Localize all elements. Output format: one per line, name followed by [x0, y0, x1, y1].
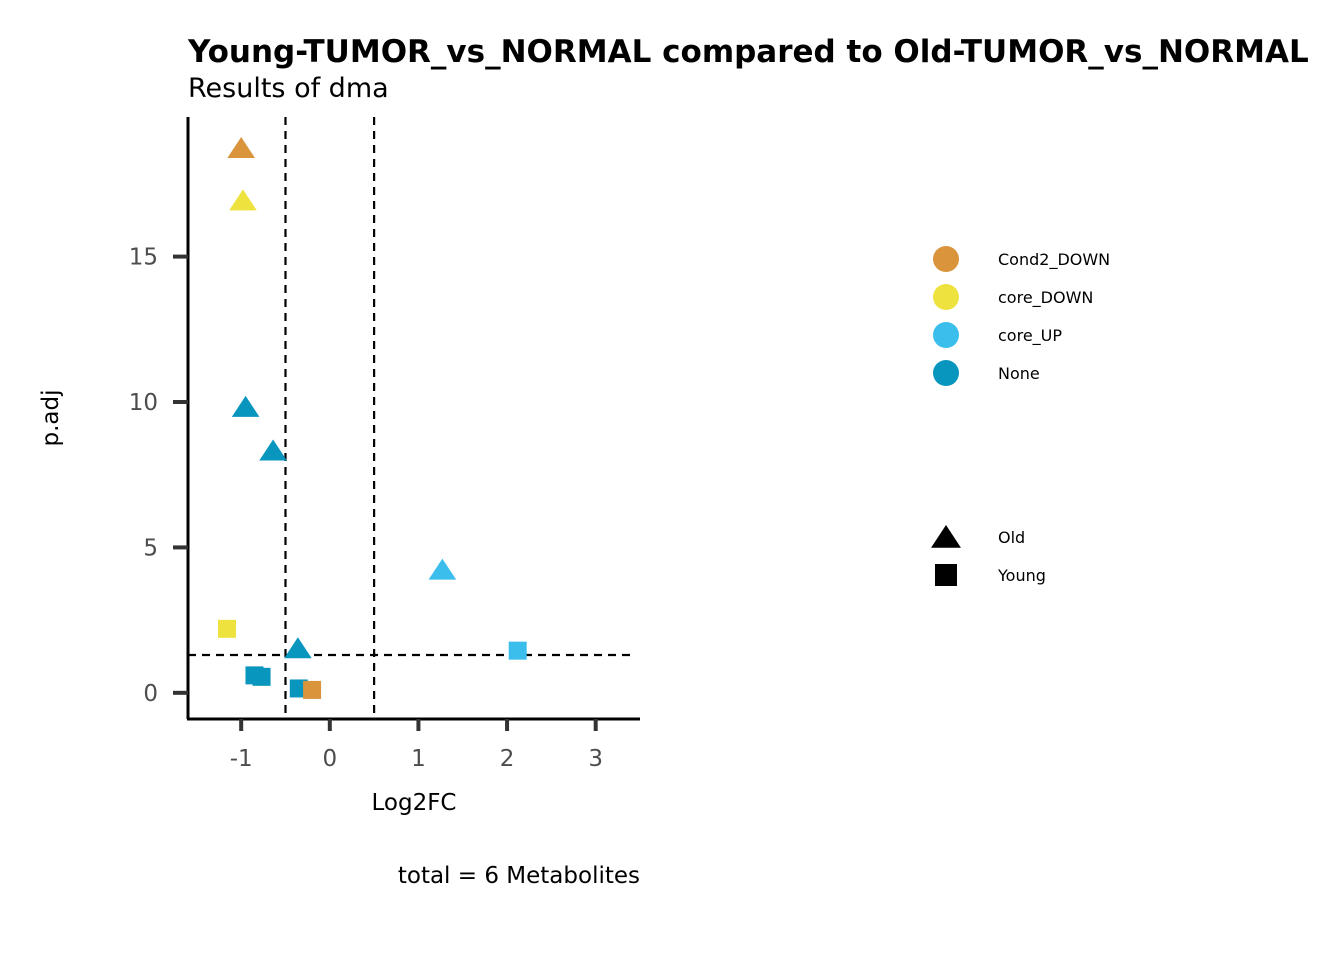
data-point-old	[231, 395, 260, 417]
data-point-old	[229, 189, 257, 211]
legend-color-key	[933, 246, 959, 272]
data-points	[217, 136, 527, 699]
chart-caption: total = 6 Metabolites	[398, 863, 640, 889]
legend-color-key	[933, 284, 959, 310]
y-tick-label: 5	[143, 535, 158, 561]
legend-color-label: Cond2_DOWN	[998, 250, 1110, 270]
x-tick-label: 2	[500, 746, 515, 772]
y-tick-label: 0	[143, 681, 158, 707]
color-legend: Cond2_DOWN core_DOWN core_UP None	[933, 246, 1110, 386]
data-point-young	[508, 641, 527, 660]
legend-color-key	[933, 360, 959, 386]
x-axis-title: Log2FC	[371, 790, 456, 816]
reference-lines	[188, 117, 632, 719]
y-tick-label: 10	[129, 390, 158, 416]
data-point-young	[303, 680, 322, 699]
x-tick-label: 3	[588, 746, 603, 772]
data-point-old	[259, 439, 287, 461]
x-tick-label: 0	[322, 746, 337, 772]
y-axis-ticks: 0 5 10 15	[129, 245, 188, 707]
chart-subtitle: Results of dma	[188, 73, 389, 104]
legend-shape-label: Old	[998, 528, 1025, 547]
shape-legend: Old Young	[931, 525, 1046, 586]
data-point-young	[252, 667, 271, 686]
legend-color-key	[933, 322, 959, 348]
x-axis-ticks: -1 0 1 2 3	[230, 719, 603, 772]
legend-color-label: core_DOWN	[998, 288, 1093, 308]
y-axis-title: p.adj	[38, 390, 64, 447]
y-tick-label: 15	[129, 245, 158, 271]
legend-shape-key	[931, 525, 961, 548]
x-tick-label: 1	[411, 746, 426, 772]
chart-title: Young-TUMOR_vs_NORMAL compared to Old-TU…	[187, 34, 1309, 70]
legend-color-label: None	[998, 364, 1040, 383]
legend-color-label: core_UP	[998, 326, 1062, 346]
data-point-young	[217, 619, 236, 638]
data-point-old	[428, 558, 457, 580]
data-point-old	[227, 136, 255, 158]
legend-shape-label: Young	[997, 566, 1046, 585]
legend-shape-key	[935, 564, 957, 586]
x-tick-label: -1	[230, 746, 253, 772]
data-point-old	[284, 637, 312, 659]
